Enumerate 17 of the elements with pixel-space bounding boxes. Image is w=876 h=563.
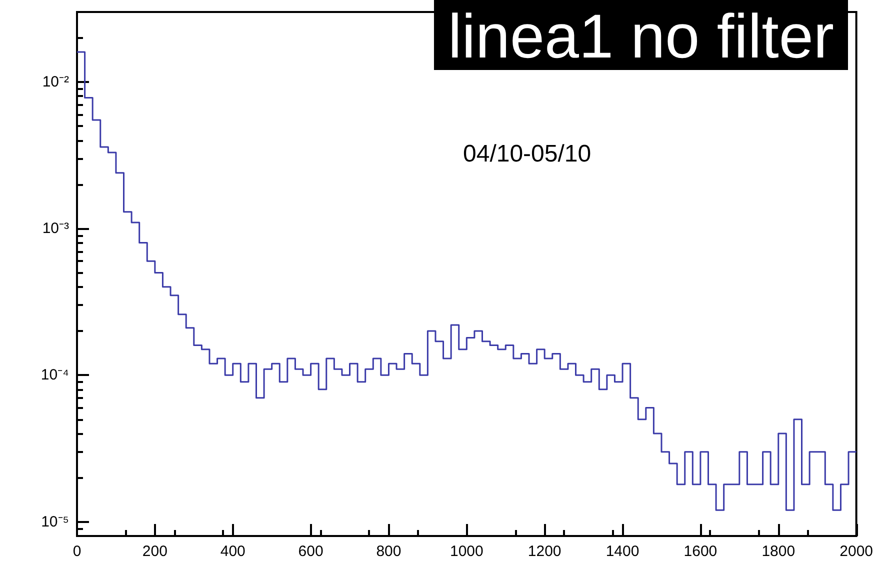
x-tick-label: 800: [376, 543, 402, 560]
x-tick-label: 0: [72, 543, 82, 560]
y-tick-label: 10⁻³: [42, 220, 69, 238]
x-tick-label: 600: [298, 543, 324, 560]
x-tick-label: 400: [220, 543, 246, 560]
chart-title: linea1 no filter: [448, 2, 834, 72]
x-tick-label: 1200: [528, 543, 562, 560]
x-tick-label: 1600: [684, 543, 718, 560]
annotation: 04/10-05/10: [463, 140, 592, 168]
x-tick-label: 1000: [450, 543, 484, 560]
y-tick-label: 10⁻⁴: [40, 366, 69, 384]
x-tick-label: 1400: [606, 543, 640, 560]
x-tick-label: 1800: [762, 543, 796, 560]
y-tick-label: 10⁻⁵: [41, 513, 69, 530]
x-tick-label: 200: [142, 543, 168, 560]
x-tick-label: 2000: [840, 543, 874, 560]
y-tick-label: 10⁻²: [42, 73, 69, 90]
